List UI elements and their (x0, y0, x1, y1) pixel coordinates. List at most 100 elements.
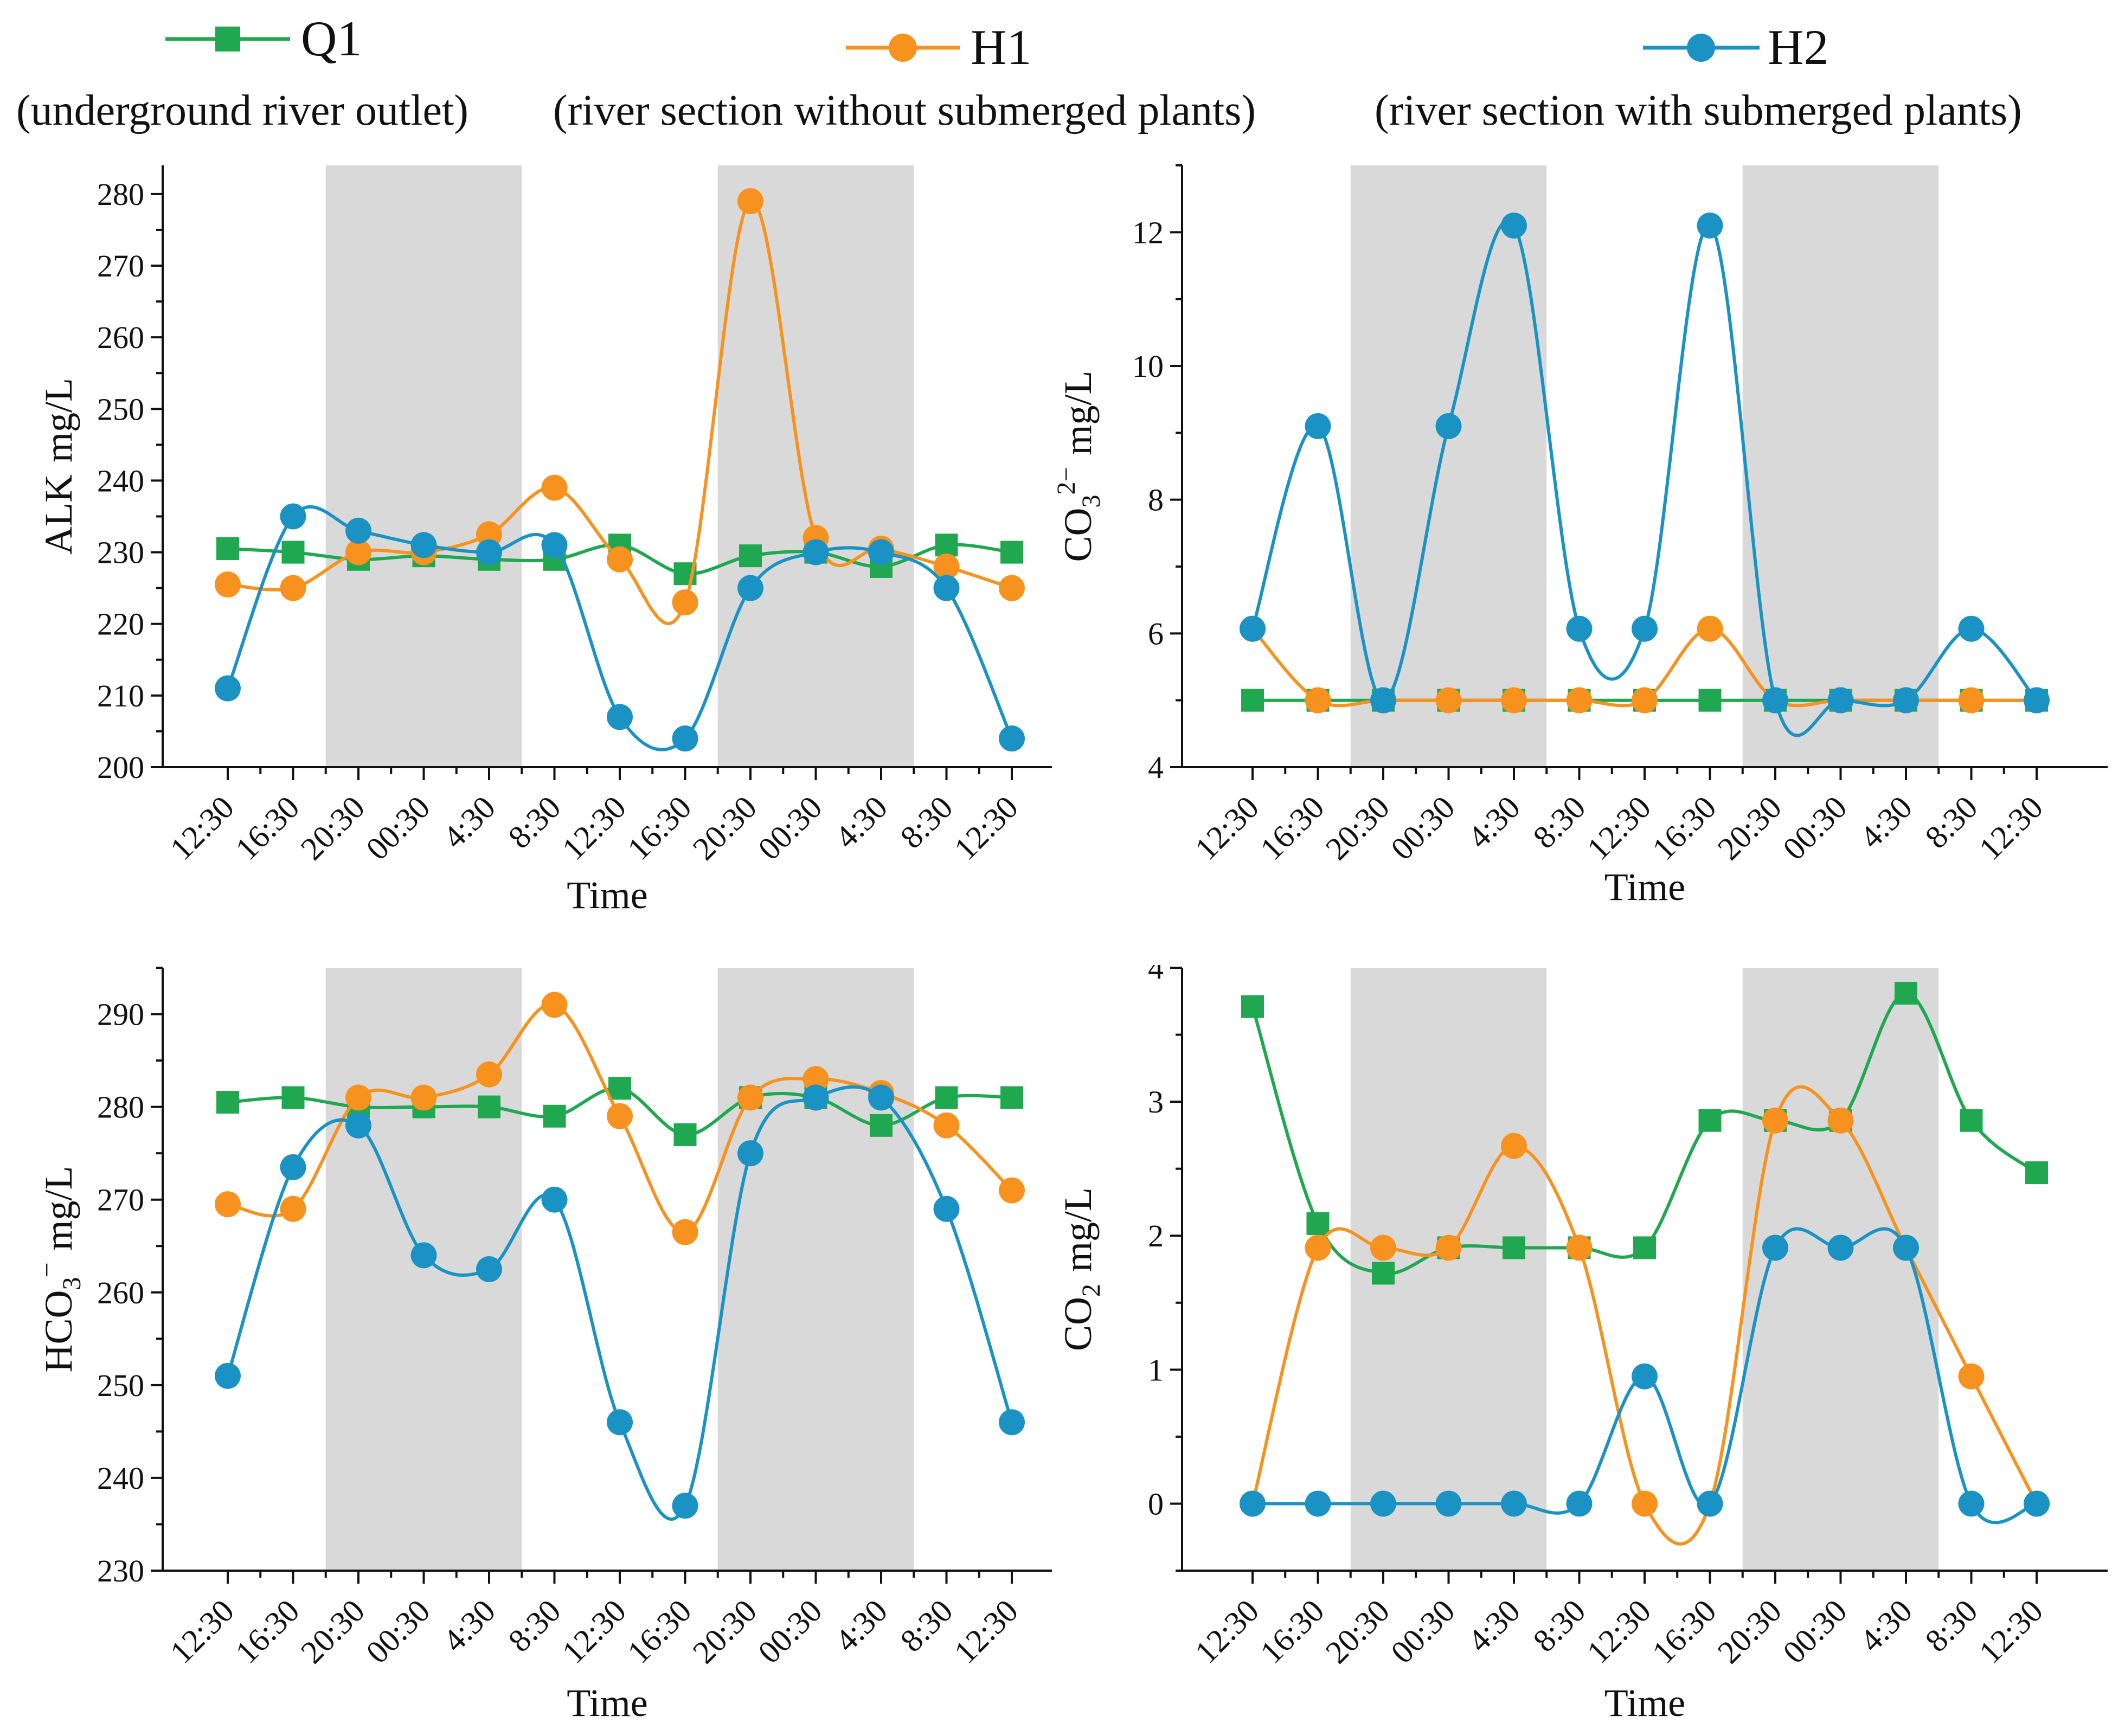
co2-point-h2 (1435, 1490, 1462, 1517)
alk-point-h2 (737, 575, 763, 601)
co2-point-h2 (1632, 1363, 1658, 1390)
co3-point-h2 (1435, 413, 1462, 439)
alk-x-tick-label: 16:30 (620, 789, 698, 867)
hco3-x-tick-label: 4:30 (828, 1593, 894, 1659)
hco3-y-tick-label: 240 (97, 1461, 144, 1496)
alk-point-h2 (476, 539, 502, 565)
hco3-point-h2 (541, 1186, 568, 1213)
co3-point-h1 (1697, 615, 1723, 642)
co2-point-q1 (2025, 1161, 2048, 1185)
co2-point-h1 (1370, 1235, 1396, 1261)
hco3-point-h1 (607, 1103, 633, 1129)
co3-y-tick-label: 12 (1132, 215, 1164, 250)
hco3-y-title-subscript: 3 (57, 1277, 86, 1290)
co2-x-tick-label: 16:30 (1645, 1593, 1723, 1670)
alk-x-tick-label: 00:30 (359, 789, 436, 867)
hco3-point-q1 (935, 1086, 958, 1109)
hco3-x-tick-label: 20:30 (686, 1593, 763, 1670)
co2-point-h2 (1697, 1490, 1723, 1517)
alk-x-tick-label: 12:30 (555, 789, 633, 867)
co2-point-h2 (1501, 1490, 1527, 1517)
legend-h2-description: (river section with submerged plants) (1375, 87, 2022, 134)
co2-point-q1 (1503, 1236, 1525, 1259)
co2-shaded-band (1742, 968, 1939, 1571)
hco3-y-axis-title: HCO3− mg/L (33, 1166, 86, 1372)
co2-x-tick-label: 4:30 (1461, 1593, 1527, 1659)
co2-point-h1 (1827, 1107, 1854, 1134)
co3-y-title-unit: mg/L (1056, 370, 1100, 455)
hco3-y-tick-label: 290 (97, 997, 144, 1032)
legend-graphic: Q1 (underground river outlet) H1 (river … (16, 11, 2022, 134)
co3-point-h2 (2024, 687, 2050, 713)
co2-chart: 0 1 2 3 4 12:30 16:30 20:30 00:30 4:30 8:30 12:30 16… (1056, 950, 2112, 1736)
co3-y-title-main: CO (1056, 508, 1100, 562)
co2-point-q1 (1306, 1212, 1330, 1235)
co3-y-title-subscript: 3 (1077, 495, 1106, 508)
hco3-point-h2 (410, 1242, 437, 1269)
co2-point-q1 (1960, 1109, 1983, 1132)
co2-point-q1 (1241, 995, 1264, 1018)
alk-shaded-band (325, 165, 522, 767)
alk-point-h1 (541, 474, 568, 501)
hco3-point-q1 (870, 1114, 893, 1137)
co2-point-h2 (1305, 1490, 1331, 1517)
hco3-y-tick-label: 280 (97, 1090, 144, 1125)
hco3-x-tick-label: 16:30 (620, 1593, 698, 1670)
alk-point-q1 (1000, 541, 1023, 564)
co3-point-h2 (1370, 687, 1396, 713)
co2-point-h2 (1827, 1235, 1854, 1261)
co3-y-tick-label: 10 (1132, 349, 1164, 384)
hco3-point-q1 (478, 1095, 500, 1118)
co3-point-h2 (1501, 213, 1527, 239)
alk-point-h1 (476, 521, 502, 548)
alk-point-h2 (215, 675, 241, 702)
co2-chart-svg: 0123412:3016:3020:3000:304:308:3012:3016… (1056, 950, 2108, 1725)
legend: Q1 (underground river outlet) H1 (river … (0, 0, 2112, 163)
co3-y-tick-label: 4 (1148, 750, 1164, 785)
alk-x-tick-label: 12:30 (163, 789, 241, 867)
co3-y-tick-label: 8 (1148, 483, 1164, 518)
alk-chart: 200 210 220 230 240 250 260 270 280 12:30 16:30 20:… (0, 163, 1056, 968)
hco3-y-tick-label: 230 (97, 1553, 144, 1589)
hco3-y-tick-label: 260 (97, 1275, 144, 1310)
hco3-point-h2 (607, 1409, 633, 1436)
co2-point-h2 (1370, 1490, 1396, 1517)
alk-point-h2 (933, 575, 960, 601)
co3-x-tick-label: 12:30 (1580, 789, 1658, 867)
co2-point-h1 (1435, 1235, 1462, 1261)
hco3-point-h2 (933, 1195, 960, 1222)
hco3-point-q1 (281, 1086, 305, 1109)
alk-point-h1 (345, 539, 371, 565)
co3-point-h2 (1305, 413, 1331, 439)
co3-x-tick-label: 00:30 (1776, 789, 1853, 867)
legend-h2-name: H2 (1768, 20, 1828, 75)
co2-point-h1 (1501, 1133, 1527, 1159)
co2-y-tick-label: 1 (1148, 1352, 1164, 1387)
hco3-point-q1 (216, 1091, 239, 1114)
alk-point-h2 (999, 725, 1025, 752)
alk-point-h1 (737, 188, 763, 215)
hco3-point-q1 (1000, 1086, 1023, 1109)
legend-q1-name: Q1 (301, 11, 362, 66)
alk-y-tick-label: 200 (97, 750, 144, 785)
co2-point-h2 (1566, 1490, 1593, 1517)
co3-point-q1 (1698, 689, 1722, 712)
alk-x-tick-label: 12:30 (947, 789, 1025, 867)
co3-x-tick-label: 00:30 (1384, 789, 1461, 867)
co3-point-h2 (1697, 213, 1723, 239)
co2-point-h1 (1958, 1363, 1985, 1390)
co2-y-title-subscript: 2 (1077, 1284, 1106, 1297)
alk-point-h2 (607, 704, 633, 730)
hco3-point-h2 (672, 1493, 698, 1519)
hco3-point-h2 (476, 1256, 502, 1282)
hco3-point-h1 (803, 1066, 829, 1092)
hco3-x-tick-label: 12:30 (555, 1593, 633, 1670)
co2-point-q1 (1633, 1236, 1656, 1259)
co3-y-title-superscript: 2− (1056, 467, 1081, 494)
co2-point-q1 (1372, 1262, 1395, 1285)
co2-x-tick-label: 12:30 (1188, 1593, 1266, 1670)
co3-point-h2 (1566, 615, 1593, 642)
alk-x-tick-label: 8:30 (894, 789, 960, 856)
legend-q1-marker (215, 27, 240, 52)
alk-x-tick-label: 8:30 (502, 789, 568, 856)
